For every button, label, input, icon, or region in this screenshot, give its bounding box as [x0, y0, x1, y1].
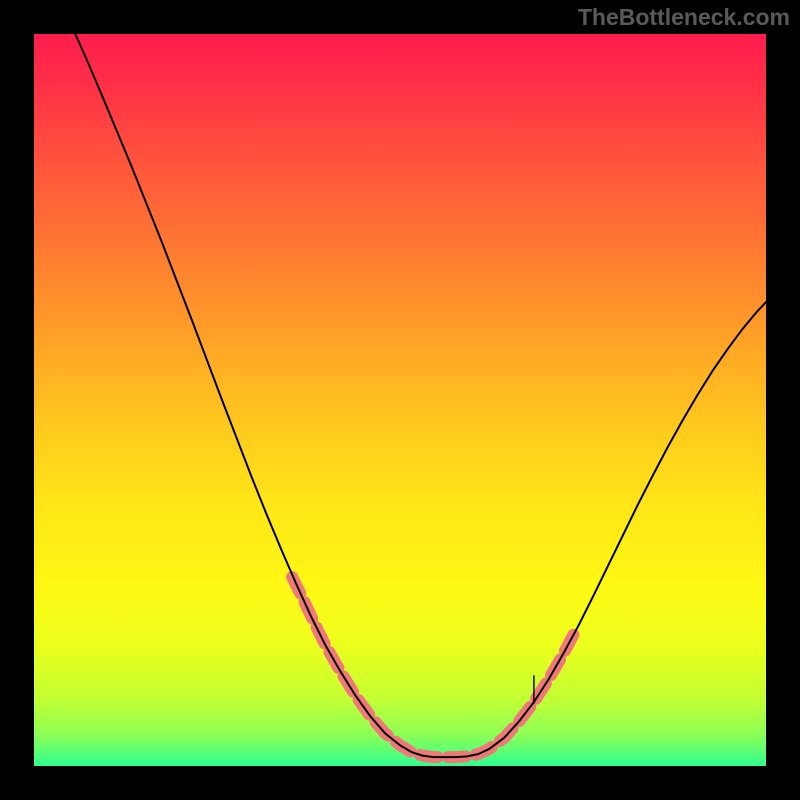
watermark-text: TheBottleneck.com [578, 4, 790, 31]
bottleneck-curve-chart: TheBottleneck.com [0, 0, 800, 800]
chart-svg [0, 0, 800, 800]
